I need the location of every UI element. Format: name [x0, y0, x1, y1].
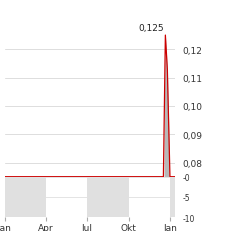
Text: 0,075: 0,075 — [143, 185, 169, 194]
Bar — [5, 177, 46, 217]
Bar — [170, 177, 175, 217]
Text: 0,125: 0,125 — [138, 24, 164, 33]
Bar — [87, 177, 129, 217]
